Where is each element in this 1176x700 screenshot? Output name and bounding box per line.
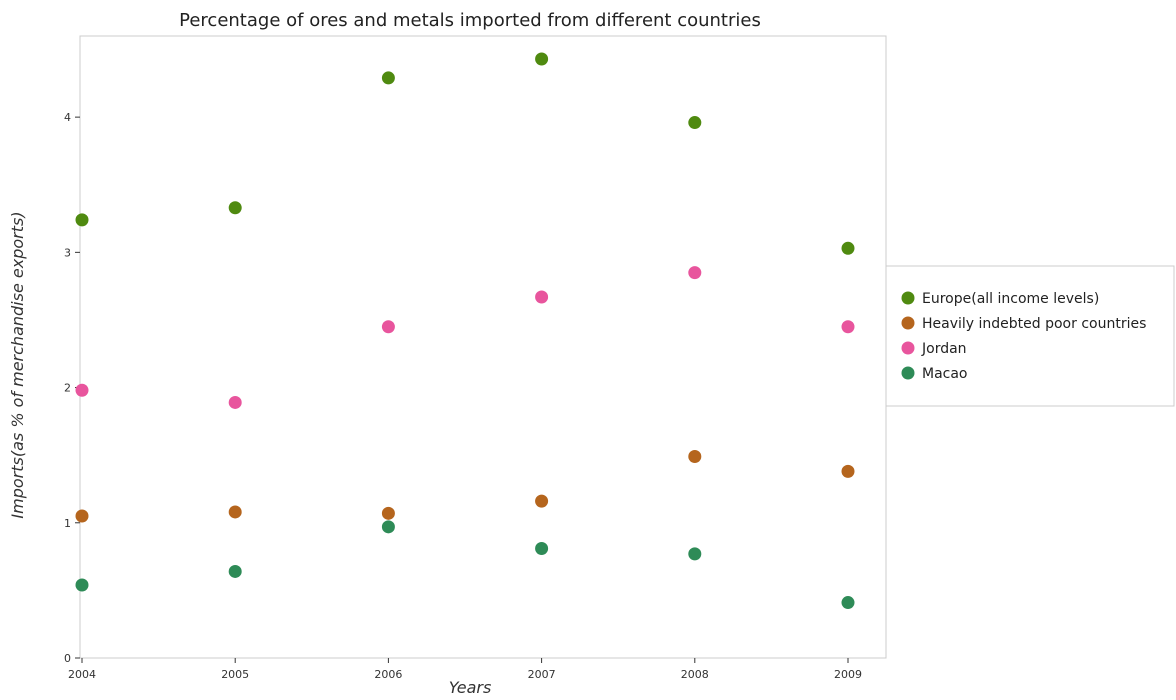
x-tick-label: 2006: [374, 668, 402, 681]
y-tick-label: 1: [64, 517, 71, 530]
chart-title: Percentage of ores and metals imported f…: [179, 10, 761, 31]
data-point: [228, 505, 242, 519]
data-point: [381, 520, 395, 534]
legend-box: [885, 265, 1175, 407]
data-points: [75, 52, 855, 610]
x-tick-label: 2009: [834, 668, 862, 681]
data-point: [381, 506, 395, 520]
legend-marker: [901, 291, 915, 305]
data-point: [228, 564, 242, 578]
legend-label: Jordan: [921, 341, 967, 357]
series-3: [75, 520, 855, 610]
data-point: [688, 450, 702, 464]
legend-label: Macao: [922, 366, 968, 382]
plot-frame: [79, 35, 887, 659]
data-point: [535, 52, 549, 66]
data-point: [535, 494, 549, 508]
y-tick-label: 2: [64, 382, 71, 395]
data-point: [841, 596, 855, 610]
x-tick-label: 2004: [68, 668, 96, 681]
legend: Europe(all income levels) Heavily indebte…: [885, 265, 1175, 407]
data-point: [841, 464, 855, 478]
y-tick-label: 0: [64, 652, 71, 665]
legend-marker: [901, 341, 915, 355]
data-point: [688, 266, 702, 280]
series-2: [75, 266, 855, 409]
data-point: [381, 320, 395, 334]
series-1: [75, 450, 855, 523]
data-point: [688, 116, 702, 130]
data-point: [535, 290, 549, 304]
y-tick-label: 4: [64, 111, 71, 124]
x-axis-label: Years: [449, 678, 492, 697]
data-point: [841, 241, 855, 255]
legend-label: Heavily indebted poor countries: [922, 316, 1146, 332]
data-point: [75, 509, 89, 523]
legend-label: Europe(all income levels): [922, 291, 1099, 307]
x-tick-label: 2005: [221, 668, 249, 681]
y-axis-label: Imports(as % of merchandise exports): [8, 211, 27, 518]
y-tick-label: 3: [64, 246, 71, 259]
x-tick-label: 2008: [681, 668, 709, 681]
legend-marker: [901, 366, 915, 380]
data-point: [228, 201, 242, 215]
data-point: [688, 547, 702, 561]
plot-axes: 0 1 2 3 4 2004 2005 2006 2007 2008 2009: [64, 35, 887, 681]
data-point: [228, 395, 242, 409]
x-tick-label: 2007: [528, 668, 556, 681]
series-0: [75, 52, 855, 255]
data-point: [75, 383, 89, 397]
data-point: [381, 71, 395, 85]
data-point: [841, 320, 855, 334]
data-point: [75, 213, 89, 227]
data-point: [535, 541, 549, 555]
legend-marker: [901, 316, 915, 330]
data-point: [75, 578, 89, 592]
